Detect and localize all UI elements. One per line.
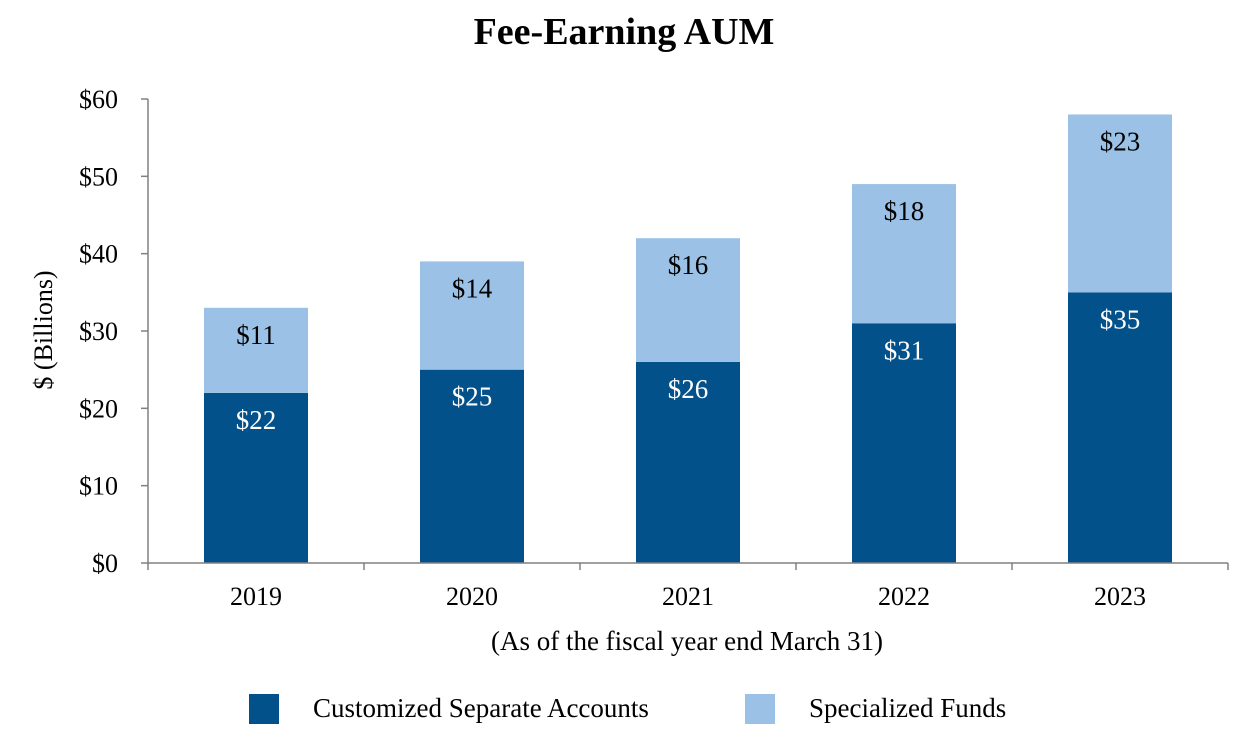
data-label-customized-separate-accounts-2019: $22: [236, 405, 277, 435]
data-label-customized-separate-accounts-2021: $26: [668, 374, 709, 404]
y-tick-label-10: $10: [79, 472, 118, 501]
data-label-specialized-funds-2019: $11: [236, 320, 276, 350]
legend-swatch-specialized-funds: [745, 693, 775, 724]
legend-label-specialized-funds: Specialized Funds: [809, 693, 1007, 723]
legend-swatch-customized-separate-accounts: [249, 693, 279, 724]
y-tick-label-60: $60: [79, 85, 118, 114]
legend-label-customized-separate-accounts: Customized Separate Accounts: [313, 693, 649, 723]
bar-customized-separate-accounts-2022: [852, 323, 956, 563]
y-tick-label-50: $50: [79, 162, 118, 191]
bar-specialized-funds-2023: [1068, 114, 1172, 293]
data-label-specialized-funds-2020: $14: [452, 273, 493, 303]
x-tick-label-2019: 2019: [230, 582, 282, 611]
bar-customized-separate-accounts-2019: [204, 392, 308, 563]
bar-specialized-funds-2019: [204, 307, 308, 393]
data-label-specialized-funds-2021: $16: [668, 250, 709, 280]
chart-title: Fee-Earning AUM: [473, 11, 775, 53]
x-tick-label-2023: 2023: [1094, 582, 1146, 611]
bar-customized-separate-accounts-2023: [1068, 292, 1172, 563]
y-tick-label-0: $0: [92, 549, 118, 578]
legend-item-specialized-funds: Specialized Funds: [745, 693, 1006, 724]
x-tick-label-2022: 2022: [878, 582, 930, 611]
y-tick-label-30: $30: [79, 317, 118, 346]
bar-specialized-funds-2020: [420, 261, 524, 370]
data-label-specialized-funds-2022: $18: [884, 196, 925, 226]
x-tick-label-2020: 2020: [446, 582, 498, 611]
bar-specialized-funds-2022: [852, 184, 956, 324]
bar-specialized-funds-2021: [636, 238, 740, 362]
bar-customized-separate-accounts-2021: [636, 361, 740, 563]
y-tick-label-20: $20: [79, 394, 118, 423]
data-label-specialized-funds-2023: $23: [1100, 126, 1141, 156]
legend-item-customized-separate-accounts: Customized Separate Accounts: [249, 693, 649, 724]
data-label-customized-separate-accounts-2022: $31: [884, 335, 925, 365]
data-label-customized-separate-accounts-2023: $35: [1100, 304, 1141, 334]
bar-customized-separate-accounts-2020: [420, 369, 524, 563]
y-axis-title: $ (Billions): [29, 270, 58, 389]
x-tick-label-2021: 2021: [662, 582, 714, 611]
data-label-customized-separate-accounts-2020: $25: [452, 382, 493, 412]
x-axis-title: (As of the fiscal year end March 31): [491, 626, 883, 656]
y-tick-label-40: $40: [79, 240, 118, 269]
